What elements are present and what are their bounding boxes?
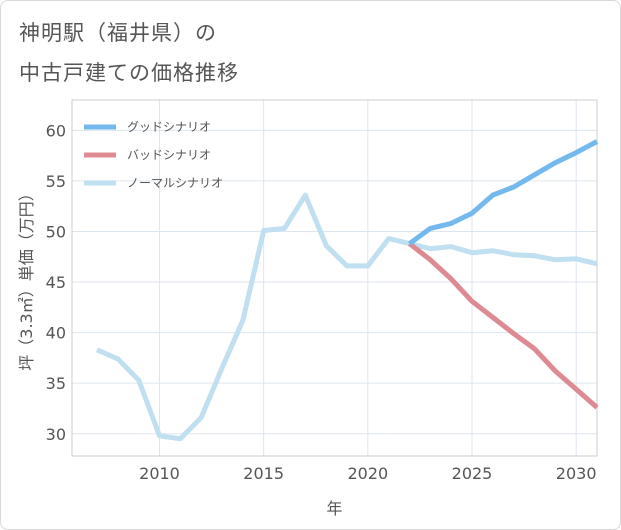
x-axis-label: 年: [326, 499, 342, 518]
y-tick-label: 50: [46, 222, 66, 241]
y-tick-label: 40: [46, 324, 66, 343]
y-tick-label: 60: [46, 121, 66, 140]
legend-label: グッドシナリオ: [127, 120, 211, 134]
y-axis-label: 坪（3.3㎡）単価（万円）: [17, 185, 36, 370]
grid: [72, 100, 597, 456]
series-lines: [95, 139, 599, 442]
series-line: [408, 139, 599, 246]
x-tick-label: 2010: [139, 464, 180, 483]
chart-title-line-2: 中古戸建ての価格推移: [19, 61, 239, 85]
axis-ticks: 30 35 40 45 50 55 60 2010 2015 2020 2025 2030: [46, 121, 597, 483]
y-tick-label: 55: [46, 172, 66, 191]
y-tick-label: 35: [46, 374, 66, 393]
plot-area-frame: [71, 99, 598, 457]
legend-label: バッドシナリオ: [127, 148, 211, 162]
y-tick-label: 45: [46, 273, 66, 292]
series-line: [95, 192, 598, 442]
series-line: [407, 241, 599, 410]
x-tick-label: 2030: [556, 464, 597, 483]
x-tick-label: 2020: [347, 464, 388, 483]
x-tick-label: 2015: [243, 464, 284, 483]
y-tick-label: 30: [46, 425, 66, 444]
x-tick-label: 2025: [452, 464, 493, 483]
chart-title-line-1: 神明駅（福井県）の: [19, 21, 217, 45]
legend-label: ノーマルシナリオ: [127, 176, 223, 190]
